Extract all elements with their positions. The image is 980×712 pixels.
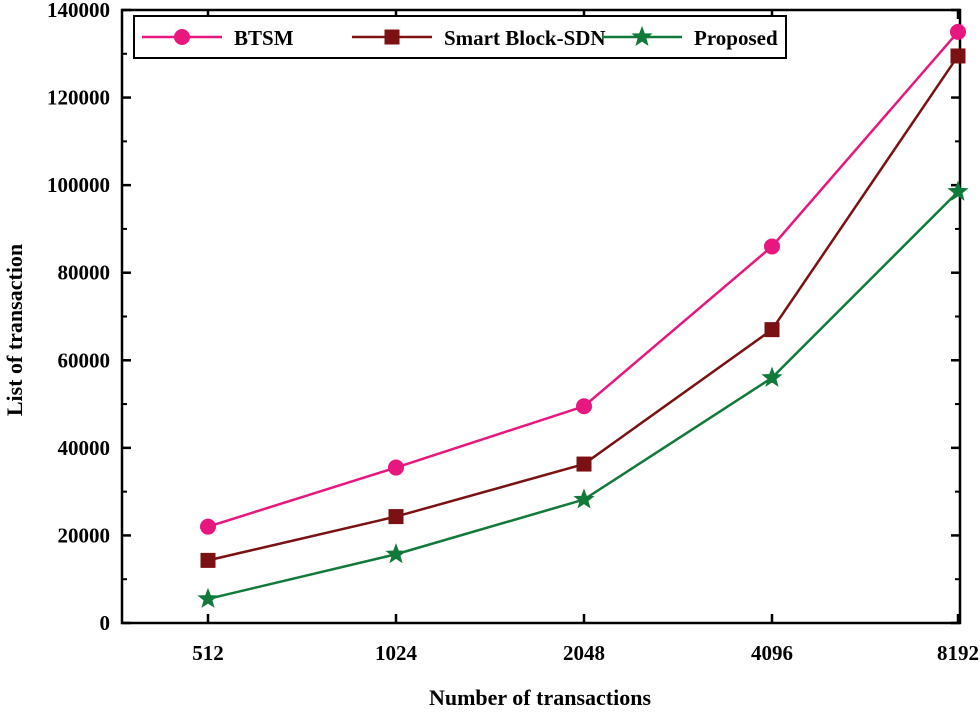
series-lines bbox=[197, 23, 969, 608]
legend: BTSM Smart Block-SDN Proposed bbox=[133, 15, 787, 59]
legend-label: Smart Block-SDN bbox=[444, 26, 606, 50]
y-tick-label: 0 bbox=[100, 611, 111, 635]
legend-label: Proposed bbox=[694, 26, 778, 50]
data-point bbox=[388, 459, 404, 476]
y-tick-label: 40000 bbox=[58, 436, 111, 460]
data-point bbox=[950, 23, 966, 40]
x-tick-label: 2048 bbox=[563, 641, 605, 665]
series-proposed bbox=[197, 180, 969, 608]
series-smart-block-sdn bbox=[200, 48, 966, 568]
series-line bbox=[207, 31, 959, 528]
x-tick-label: 4096 bbox=[751, 641, 793, 665]
y-tick-label: 120000 bbox=[47, 86, 110, 110]
x-axis-title: Number of transactions bbox=[429, 685, 651, 710]
data-point bbox=[764, 238, 780, 255]
series-line bbox=[207, 55, 960, 562]
legend-box bbox=[133, 15, 787, 59]
legend-marker bbox=[384, 29, 400, 45]
y-axis-ticks: 0 20000 40000 60000 80000 100000 120000 140000 bbox=[47, 0, 960, 635]
data-point bbox=[197, 587, 219, 608]
data-point bbox=[947, 180, 969, 201]
x-tick-label: 512 bbox=[192, 641, 224, 665]
data-point bbox=[385, 543, 407, 564]
series-btsm bbox=[200, 23, 966, 535]
data-point bbox=[576, 398, 592, 415]
data-point bbox=[200, 518, 216, 535]
legend-marker bbox=[174, 29, 190, 45]
y-tick-label: 60000 bbox=[58, 348, 111, 372]
legend-marker bbox=[631, 25, 653, 47]
data-point bbox=[200, 552, 216, 568]
y-tick-label: 20000 bbox=[58, 523, 111, 547]
data-point bbox=[573, 488, 595, 509]
data-point bbox=[764, 322, 780, 338]
y-tick-label: 100000 bbox=[47, 173, 110, 197]
y-tick-label: 80000 bbox=[58, 261, 111, 285]
series-line bbox=[207, 190, 959, 601]
legend-label: BTSM bbox=[234, 26, 294, 50]
x-axis-ticks: 512 1024 2048 4096 8192 bbox=[192, 10, 979, 665]
data-point bbox=[950, 48, 966, 64]
data-point bbox=[761, 366, 783, 387]
data-point bbox=[388, 509, 404, 525]
y-axis-title: List of transaction bbox=[2, 244, 27, 416]
data-point bbox=[576, 456, 592, 472]
x-tick-label: 1024 bbox=[375, 641, 418, 665]
y-tick-label: 140000 bbox=[47, 0, 110, 22]
x-tick-label: 8192 bbox=[937, 641, 979, 665]
